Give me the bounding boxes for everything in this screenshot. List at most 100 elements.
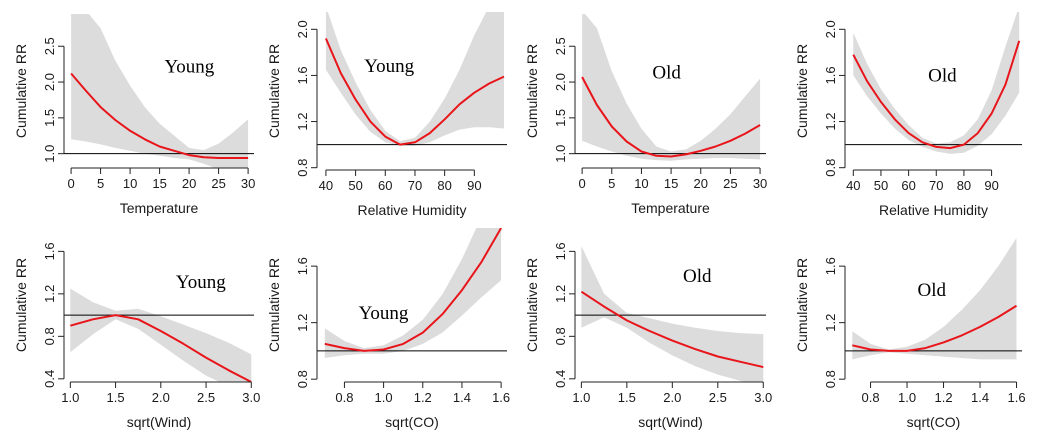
x-axis-title: Relative Humidity [879, 202, 988, 218]
x-tick-label: 2.0 [152, 390, 170, 405]
x-axis-title: Relative Humidity [358, 202, 467, 218]
y-tick-label: 2.0 [295, 20, 310, 38]
x-axis-title: Temperature [631, 200, 710, 216]
x-tick-label: 1.6 [492, 390, 510, 405]
y-axis-title: Cumulative RR [13, 258, 29, 352]
x-tick-label: 1.4 [971, 390, 989, 405]
x-axis-title: sqrt(Wind) [638, 414, 703, 430]
y-tick-label: 0.8 [295, 159, 310, 177]
confidence-band [581, 246, 764, 382]
y-tick-label: 1.2 [553, 285, 568, 303]
rr-curve [852, 304, 1018, 352]
y-tick-label: 0.4 [553, 370, 568, 388]
x-tick-label: 15 [664, 176, 678, 191]
x-tick-label: 5 [608, 176, 615, 191]
rr-curve [852, 40, 1021, 150]
y-tick-label: 1.2 [295, 314, 310, 332]
y-axis-title: Cumulative RR [794, 44, 810, 138]
y-tick-label: 2.0 [42, 73, 57, 91]
confidence-band [325, 12, 504, 146]
y-axis-title: Cumulative RR [794, 258, 810, 352]
confidence-band [71, 14, 249, 168]
x-tick-label: 20 [694, 176, 708, 191]
group-annotation: Old [928, 66, 957, 87]
x-tick-label: 2.0 [663, 390, 681, 405]
y-tick-label: 0.8 [295, 370, 310, 388]
y-tick-label: 1.2 [823, 314, 838, 332]
plot-area [317, 12, 507, 146]
x-axis-title: sqrt(CO) [385, 414, 439, 430]
x-axis-title: Temperature [120, 200, 199, 216]
x-tick-label: 3.0 [242, 390, 260, 405]
plot-area [575, 14, 766, 161]
y-tick-label: 1.6 [553, 242, 568, 260]
x-tick-label: 15 [152, 176, 166, 191]
x-axis-title: sqrt(Wind) [127, 414, 192, 430]
rr-curve [580, 290, 764, 369]
x-tick-label: 40 [846, 178, 860, 193]
plot-area [845, 237, 1022, 360]
x-tick-label: 30 [241, 176, 255, 191]
rr-curve [70, 72, 249, 159]
y-axis-title: Cumulative RR [266, 258, 282, 352]
x-tick-label: 0.8 [862, 390, 880, 405]
chart-panel-3: 1.0 1.5 2.0 2.5 0 5 10 15 20 25 30 Temperature Cumul… [524, 14, 767, 216]
rr-curve [324, 228, 502, 352]
y-tick-label: 1.0 [42, 145, 57, 163]
chart-panel-7: 0.4 0.8 1.2 1.6 1.0 1.5 2.0 2.5 3.0 sqrt(Wind) Cum… [524, 242, 772, 430]
y-tick-label: 0.8 [823, 159, 838, 177]
x-tick-label: 5 [97, 176, 104, 191]
confidence-band [324, 228, 502, 358]
y-tick-label: 1.6 [295, 66, 310, 84]
chart-panel-1: 1.0 1.5 2.0 2.5 0 5 10 15 20 25 30 Temperature Cumul… [13, 14, 255, 216]
y-tick-label: 1.5 [553, 109, 568, 127]
x-tick-label: 1.0 [61, 390, 79, 405]
group-annotation: Young [164, 57, 214, 78]
x-axis-title: sqrt(CO) [907, 414, 961, 430]
y-tick-label: 0.8 [823, 370, 838, 388]
confidence-band [582, 14, 761, 161]
plot-area [64, 14, 254, 168]
plot-area [64, 288, 254, 382]
y-tick-label: 2.5 [42, 37, 57, 55]
x-tick-label: 60 [378, 178, 392, 193]
y-tick-label: 2.0 [553, 73, 568, 91]
x-tick-label: 1.0 [898, 390, 916, 405]
y-tick-label: 1.6 [42, 242, 57, 260]
y-tick-label: 1.6 [823, 257, 838, 275]
x-tick-label: 90 [984, 178, 998, 193]
x-tick-label: 20 [182, 176, 196, 191]
x-tick-label: 70 [929, 178, 943, 193]
y-tick-label: 0.4 [42, 370, 57, 388]
y-tick-label: 1.2 [42, 285, 57, 303]
y-axis-title: Cumulative RR [13, 44, 29, 138]
x-tick-label: 2.5 [197, 390, 215, 405]
x-tick-label: 1.6 [1007, 390, 1025, 405]
y-tick-label: 1.6 [295, 257, 310, 275]
y-tick-label: 1.2 [295, 113, 310, 131]
y-axis-title: Cumulative RR [524, 258, 540, 352]
x-tick-label: 70 [408, 178, 422, 193]
x-tick-label: 50 [874, 178, 888, 193]
group-annotation: Old [652, 63, 681, 84]
group-annotation: Young [364, 56, 414, 77]
rr-curve [70, 314, 252, 382]
x-tick-label: 1.2 [414, 390, 432, 405]
x-tick-label: 60 [901, 178, 915, 193]
x-tick-label: 2.5 [709, 390, 727, 405]
plot-area [845, 12, 1022, 154]
y-tick-label: 0.8 [42, 327, 57, 345]
x-tick-label: 80 [437, 178, 451, 193]
y-tick-label: 1.0 [553, 145, 568, 163]
plot-area [317, 228, 507, 358]
y-tick-label: 1.5 [42, 109, 57, 127]
x-tick-label: 0 [579, 176, 586, 191]
chart-panel-5: 0.4 0.8 1.2 1.6 1.0 1.5 2.0 2.5 3.0 sqrt(Wind) Cum… [13, 242, 260, 430]
chart-panel-8: 0.8 1.2 1.6 0.8 1.0 1.2 1.4 1.6 sqrt(CO) Cumulati… [794, 237, 1026, 430]
x-tick-label: 10 [634, 176, 648, 191]
x-tick-label: 80 [957, 178, 971, 193]
y-tick-label: 1.6 [823, 66, 838, 84]
x-tick-label: 0 [67, 176, 74, 191]
